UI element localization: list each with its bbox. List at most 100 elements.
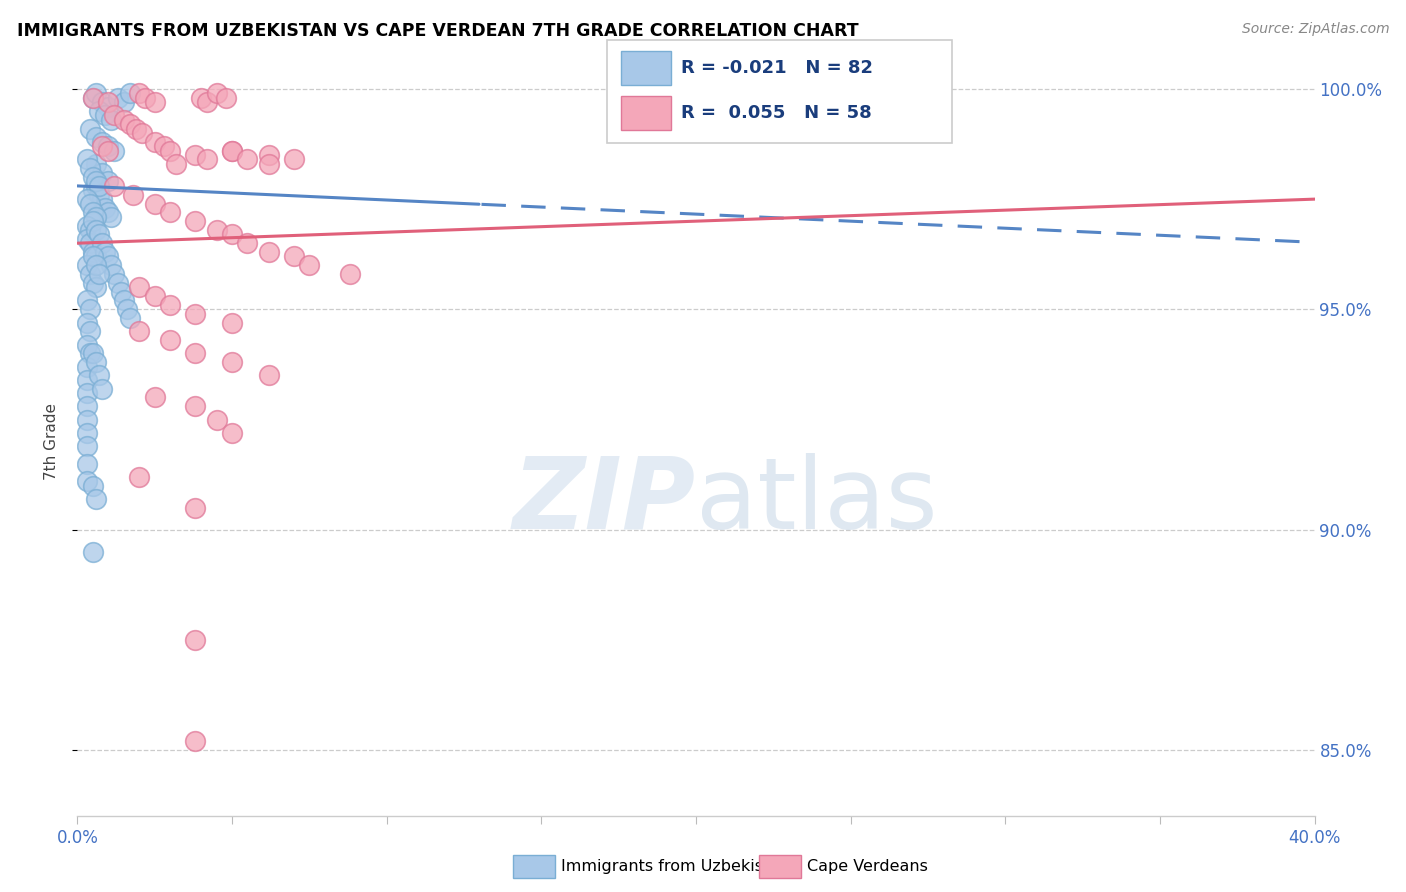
- Point: [94, 108, 117, 122]
- Point: [76, 439, 98, 453]
- Point: [79, 302, 101, 317]
- Point: [97, 205, 120, 219]
- Point: [76, 232, 98, 246]
- Point: [215, 91, 238, 105]
- Point: [87, 267, 110, 281]
- Point: [82, 91, 104, 105]
- Point: [103, 267, 125, 281]
- Point: [184, 148, 207, 162]
- Point: [298, 258, 321, 272]
- Point: [221, 144, 243, 158]
- Point: [257, 368, 280, 383]
- Point: [76, 258, 98, 272]
- Point: [79, 121, 101, 136]
- Point: [94, 245, 117, 260]
- Point: [76, 386, 98, 401]
- Point: [79, 346, 101, 360]
- Point: [236, 236, 259, 251]
- Point: [82, 170, 104, 185]
- Point: [84, 174, 107, 188]
- Point: [76, 474, 98, 488]
- Point: [76, 425, 98, 440]
- Point: [76, 153, 98, 167]
- Point: [257, 148, 280, 162]
- Point: [76, 293, 98, 308]
- Point: [97, 139, 120, 153]
- Point: [159, 298, 181, 312]
- Point: [84, 210, 107, 224]
- Point: [76, 373, 98, 387]
- Point: [125, 121, 148, 136]
- Point: [76, 192, 98, 206]
- Point: [76, 219, 98, 233]
- Point: [128, 280, 150, 294]
- Point: [112, 112, 135, 127]
- Point: [143, 289, 166, 303]
- Point: [100, 210, 122, 224]
- Point: [143, 196, 166, 211]
- Point: [118, 87, 141, 101]
- Point: [97, 95, 120, 110]
- Point: [103, 144, 125, 158]
- Point: [82, 214, 104, 228]
- Point: [112, 95, 135, 110]
- Point: [257, 157, 280, 171]
- Point: [221, 425, 243, 440]
- Point: [128, 87, 150, 101]
- Point: [283, 249, 305, 263]
- Point: [82, 276, 104, 290]
- Point: [84, 157, 107, 171]
- Point: [87, 187, 110, 202]
- Point: [97, 174, 120, 188]
- Point: [184, 632, 207, 647]
- Point: [82, 545, 104, 559]
- Point: [84, 491, 107, 506]
- Point: [184, 399, 207, 413]
- Point: [87, 227, 110, 242]
- Point: [184, 346, 207, 360]
- Point: [91, 192, 114, 206]
- Point: [103, 178, 125, 193]
- Point: [118, 311, 141, 326]
- Point: [236, 153, 259, 167]
- Point: [221, 227, 243, 242]
- Point: [91, 236, 114, 251]
- Point: [82, 183, 104, 197]
- Point: [82, 205, 104, 219]
- Point: [100, 258, 122, 272]
- Point: [97, 144, 120, 158]
- Point: [159, 144, 181, 158]
- Point: [184, 734, 207, 748]
- Point: [153, 139, 176, 153]
- Point: [76, 457, 98, 471]
- Point: [84, 249, 107, 263]
- Point: [91, 139, 114, 153]
- Point: [76, 359, 98, 374]
- Point: [195, 95, 218, 110]
- Point: [94, 201, 117, 215]
- Point: [134, 91, 156, 105]
- Point: [84, 280, 107, 294]
- Text: ZIP: ZIP: [513, 453, 696, 550]
- Point: [118, 117, 141, 131]
- Point: [159, 333, 181, 347]
- Point: [76, 412, 98, 426]
- Point: [221, 355, 243, 369]
- Text: Immigrants from Uzbekistan: Immigrants from Uzbekistan: [561, 859, 789, 873]
- Point: [195, 153, 218, 167]
- Text: R = -0.021   N = 82: R = -0.021 N = 82: [681, 59, 873, 77]
- Point: [205, 412, 228, 426]
- Point: [131, 126, 153, 140]
- Point: [91, 166, 114, 180]
- Point: [79, 196, 101, 211]
- Point: [205, 87, 228, 101]
- Point: [159, 205, 181, 219]
- Y-axis label: 7th Grade: 7th Grade: [44, 403, 59, 480]
- Point: [205, 223, 228, 237]
- Point: [82, 346, 104, 360]
- Point: [257, 245, 280, 260]
- Point: [97, 99, 120, 113]
- Point: [143, 95, 166, 110]
- Point: [87, 368, 110, 383]
- Point: [82, 249, 104, 263]
